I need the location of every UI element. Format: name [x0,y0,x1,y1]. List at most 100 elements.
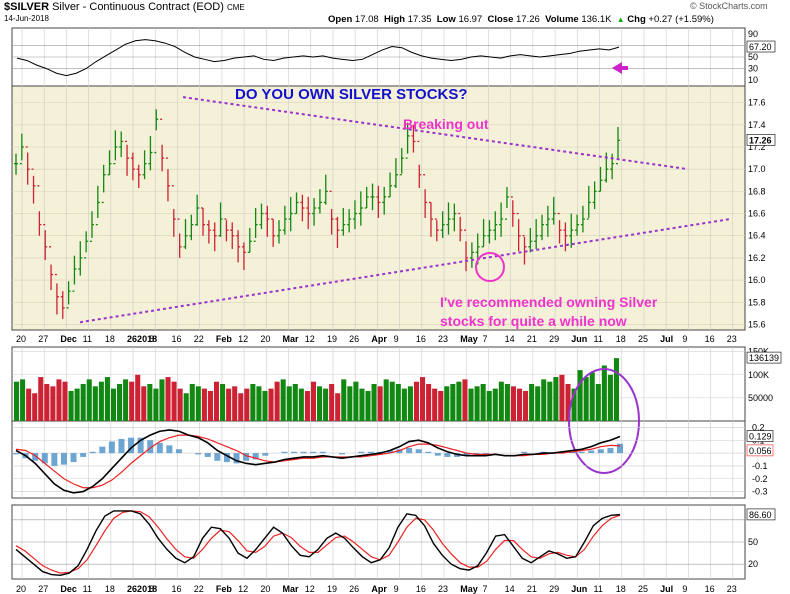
volume-bar [438,390,444,421]
volume-bar [62,381,68,421]
x-tick-label: Jun [571,334,587,344]
rsi-axis-label: 90 [748,29,758,39]
ohlc-bar [247,227,252,254]
x-tick-label: 262018 [127,584,157,594]
x-tick-label: Feb [216,584,233,594]
ohlc-bar [107,150,112,176]
x-tick-label: 11 [594,334,603,344]
ohlc-bar [452,203,457,232]
ohlc-bar [54,273,59,315]
volume-axis-label: 50000 [748,393,773,403]
volume-bar [565,384,571,421]
volume-bar [250,384,256,421]
ohlc-bar [212,222,217,252]
macd-histogram-bar [41,453,48,464]
macd-histogram-bar [137,437,144,454]
resistance-trendline [182,96,689,171]
volume-bar [32,393,38,421]
volume-bar [383,379,389,421]
macd-histogram-bar [578,451,585,454]
macd-histogram-bar [262,453,269,456]
ohlc-bar [323,174,328,205]
volume-bar [486,390,492,421]
ohlc-bar [434,218,439,242]
volume-bar [207,390,213,421]
recommend-annotation-line1: I've recommended owning Silver [440,294,658,310]
volume-bar [450,384,456,421]
macd-histogram-bar [195,453,202,455]
arrow-left-icon [612,62,628,74]
macd-histogram-bar [406,447,413,454]
volume-bar [110,388,117,421]
ohlc-bar [154,109,159,154]
volume-bar [541,379,547,421]
stoch-axis-label: 20 [748,559,758,569]
stoch-axis-label: 50 [748,537,758,547]
x-tick-label: 9 [394,584,399,594]
copyright-label: © StockCharts.com [690,1,768,11]
macd-panel-frame [11,420,746,499]
ohlc-bar [84,231,89,259]
open-value: 17.08 [354,14,379,25]
volume-bar [92,386,98,421]
ohlc-bar [393,158,398,189]
ohlc-readout: Open 17.08 High 17.35 Low 16.97 Close 17… [328,14,714,25]
rsi-line [16,39,620,77]
ohlc-bar [271,218,276,247]
x-tick-label: 25 [638,334,648,344]
volume-bar [129,381,135,421]
macd-histogram-bar [386,450,393,454]
x-tick-label: 18 [105,334,115,344]
macd-line [15,429,621,494]
ohlc-bar [282,205,287,235]
volume-bar [420,377,426,421]
ohlc-bar [399,148,404,176]
high-value: 17.35 [407,14,432,25]
breaking-out-annotation: Breaking out [403,116,489,132]
macd-axis-label: -0.3 [752,487,768,497]
ohlc-bar [259,203,264,230]
ohlc-bar [347,209,352,233]
macd-histogram-bar [166,445,173,454]
ohlc-bar [551,196,556,225]
volume-bar [74,388,80,421]
volume-bar [244,388,250,421]
volume-bar [238,393,244,421]
macd-histogram-bar [252,453,259,460]
x-tick-label: 19 [327,584,337,594]
ohlc-bar [101,164,106,204]
x-tick-label: 26 [349,334,359,344]
x-tick-label: May [460,584,478,594]
exchange: CME [226,3,245,12]
ohlc-bar [95,185,100,226]
volume-bar [407,386,413,421]
ohlc-bar [43,223,48,261]
ohlc-bar [189,214,194,241]
macd-axis-label: -0.2 [752,474,768,484]
rsi-axis-label: 10 [748,75,758,85]
price-axis-label: 16.6 [748,209,766,219]
macd-histogram-bar [89,451,96,454]
x-tick-label: 11 [594,584,603,594]
ohlc-bar [376,185,381,218]
price-axis-label: 15.8 [748,297,766,307]
x-tick-label: 18 [616,334,626,344]
ohlc-bar [352,200,357,230]
macd-axis-label: -0.1 [752,461,768,471]
ohlc-bar [37,185,42,236]
volume-axis-label: 100K [748,370,769,380]
macd-histogram-bar [617,443,623,454]
x-tick-label: 9 [394,334,399,344]
volume-bar [98,381,104,421]
x-tick-label: 8 [149,334,154,344]
volume-bar [480,384,486,421]
ohlc-bar [364,186,369,209]
volume-bar [274,381,280,421]
volume-bar [377,386,383,421]
ohlc-bar [72,255,77,292]
ohlc-bar [540,214,545,241]
x-tick-label: 27 [38,334,48,344]
ohlc-bar [142,150,147,180]
volume-bar [359,388,365,421]
up-triangle-icon: ▲ [616,15,625,24]
